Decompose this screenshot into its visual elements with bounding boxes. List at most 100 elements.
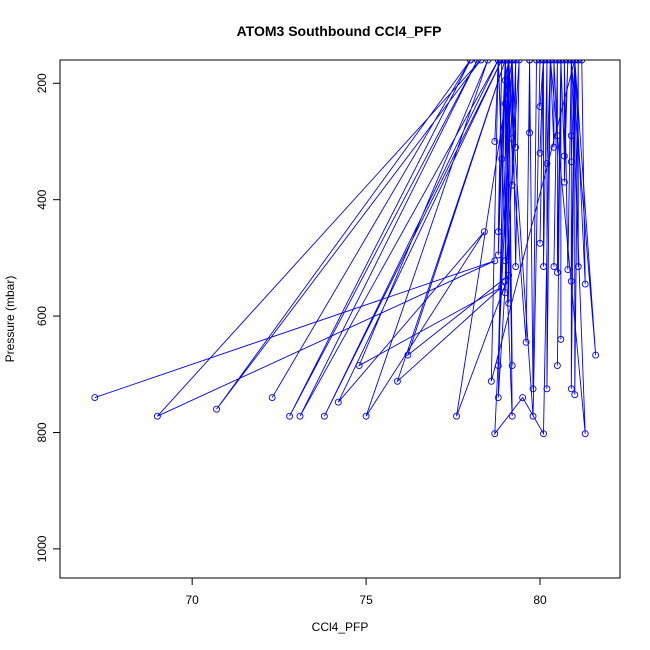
data-point <box>574 60 582 64</box>
data-point <box>536 149 544 157</box>
data-point <box>508 135 516 143</box>
data-point <box>505 299 513 307</box>
data-point <box>540 60 547 64</box>
data-point <box>505 60 513 64</box>
data-point <box>213 405 220 413</box>
data-point <box>91 394 99 402</box>
y-tick-label: 1000 <box>35 535 49 562</box>
data-point <box>512 60 520 64</box>
data-point <box>567 60 575 64</box>
data-point <box>571 60 579 64</box>
data-point <box>491 138 499 145</box>
data-point <box>543 385 551 393</box>
data-point <box>526 60 534 64</box>
data-point <box>536 103 544 111</box>
data-point <box>494 394 502 402</box>
data-point <box>567 277 575 285</box>
data-point <box>320 412 328 420</box>
data-point <box>508 412 516 420</box>
chart-title: ATOM3 Southbound CCl4_PFP <box>237 23 442 39</box>
data-point <box>508 60 516 64</box>
data-point <box>473 60 481 64</box>
data-point <box>453 412 460 420</box>
data-point <box>491 430 499 438</box>
y-tick-label: 400 <box>35 189 49 209</box>
data-point <box>498 60 506 64</box>
data-point <box>567 158 575 166</box>
y-axis: 200 400 600 800 1000 <box>35 73 60 562</box>
data-point <box>550 263 558 271</box>
data-point <box>501 60 509 64</box>
data-point <box>567 132 575 140</box>
data-point <box>153 412 161 420</box>
series-line-2 <box>539 60 586 395</box>
data-point <box>526 129 534 137</box>
data-point <box>494 228 502 236</box>
data-point <box>512 263 520 271</box>
data-point <box>553 268 561 276</box>
data-point <box>362 412 370 420</box>
data-point <box>581 280 589 288</box>
data-point <box>487 377 495 385</box>
y-axis-label: Pressure (mbar) <box>3 276 17 363</box>
data-point <box>550 143 558 151</box>
y-tick-label: 600 <box>35 306 49 326</box>
data-point <box>564 266 572 273</box>
y-tick-label: 800 <box>35 422 49 442</box>
data-point <box>529 385 537 393</box>
data-point <box>494 362 502 370</box>
data-point <box>466 60 474 64</box>
data-point <box>533 60 540 64</box>
data-point <box>553 362 561 370</box>
data-point <box>501 289 509 297</box>
data-point <box>557 60 565 64</box>
data-point <box>557 335 565 343</box>
series-line-1 <box>494 60 537 398</box>
data-point <box>512 143 520 151</box>
x-tick-label: 70 <box>185 593 199 607</box>
data-point <box>491 257 499 265</box>
data-point <box>560 60 568 64</box>
data-point <box>567 385 575 393</box>
plot-frame <box>59 59 621 579</box>
data-point <box>592 351 600 359</box>
data-point <box>477 60 485 64</box>
x-tick-label: 80 <box>533 593 547 607</box>
data-point <box>522 338 530 346</box>
data-point <box>501 76 509 84</box>
data-point <box>536 60 544 64</box>
data-point <box>578 60 586 64</box>
data-point <box>574 263 582 271</box>
data-point <box>480 228 488 236</box>
data-point <box>560 178 568 186</box>
data-point <box>529 412 537 420</box>
data-point <box>519 394 527 402</box>
data-point <box>560 152 568 160</box>
x-axis-label: CCl4_PFP <box>312 620 369 634</box>
data-point <box>553 132 561 140</box>
data-point <box>508 362 516 370</box>
data-point <box>540 430 547 438</box>
data-point <box>536 239 544 247</box>
series-line-0 <box>94 60 597 436</box>
data-point <box>501 100 509 108</box>
y-tick-label: 200 <box>35 73 49 93</box>
data-point <box>501 277 509 285</box>
data-point <box>550 60 558 64</box>
data-point <box>484 60 492 64</box>
data-point <box>581 430 589 438</box>
data-point <box>393 377 401 385</box>
data-point <box>494 251 502 259</box>
data-point <box>508 181 516 189</box>
data-point <box>286 412 294 420</box>
data-point <box>546 60 554 64</box>
data-point <box>268 394 276 402</box>
data-point <box>494 60 502 64</box>
x-tick-label: 75 <box>359 593 373 607</box>
data-point <box>498 155 506 163</box>
data-point <box>564 60 572 64</box>
data-point <box>571 391 579 399</box>
data-point <box>543 160 551 168</box>
x-axis: 70 75 80 <box>185 578 547 607</box>
